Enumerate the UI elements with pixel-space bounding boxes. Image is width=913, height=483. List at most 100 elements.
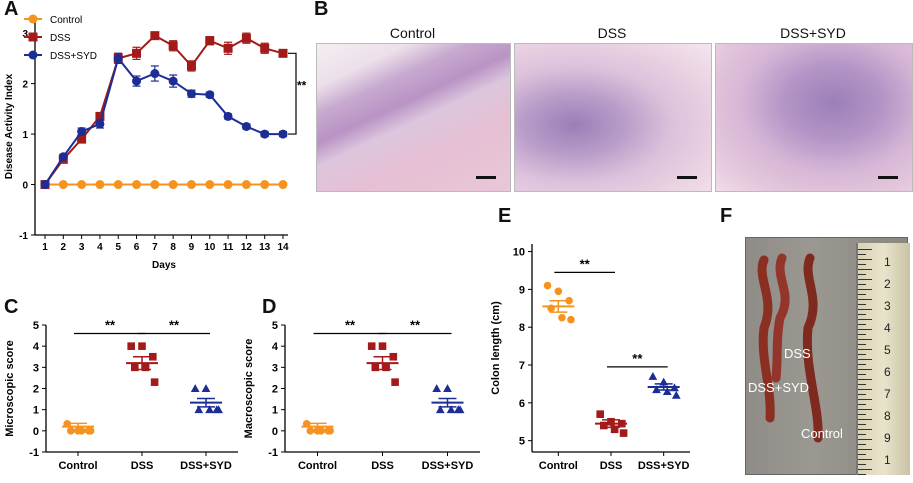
ruler-tick [858, 449, 872, 450]
ruler-number: 9 [884, 431, 891, 445]
data-point [77, 180, 87, 190]
significance-marker: ** [169, 317, 180, 332]
ruler-tick [858, 429, 872, 430]
x-tick-label: DSS [371, 460, 394, 472]
x-tick-label: 2 [61, 242, 67, 253]
y-tick-label: 9 [519, 284, 525, 296]
ruler-tick [858, 469, 872, 470]
data-point [205, 405, 214, 414]
ruler-number: 1 [884, 453, 891, 467]
y-tick-label: 4 [272, 341, 279, 353]
data-point [306, 427, 315, 435]
ruler-tick [858, 384, 866, 385]
x-tick-label: Control [58, 460, 97, 472]
histology-title-dss-syd: DSS+SYD [780, 25, 846, 41]
data-point [150, 180, 160, 190]
ruler-tick [858, 394, 866, 395]
photo-label-dss: DSS [784, 346, 811, 361]
x-tick-label: DSS [131, 460, 154, 472]
data-point [596, 410, 604, 418]
x-tick-label: 1 [42, 242, 48, 253]
ruler-tick [858, 254, 866, 255]
data-point [86, 427, 95, 435]
y-tick-label: -1 [268, 447, 278, 459]
data-point [378, 342, 387, 350]
ruler-tick [858, 364, 866, 365]
ruler-tick [858, 319, 872, 320]
y-tick-label: 0 [33, 426, 39, 438]
ruler-tick [858, 349, 872, 350]
data-point [149, 352, 157, 361]
data-point [132, 76, 142, 86]
data-point [205, 90, 215, 100]
ruler-tick [858, 264, 866, 265]
data-point [186, 61, 196, 71]
ruler-tick [858, 414, 866, 415]
data-point [168, 41, 178, 51]
data-point [558, 313, 566, 322]
data-point [278, 129, 288, 139]
data-point [671, 390, 681, 399]
ruler-number: 8 [884, 409, 891, 423]
data-point [241, 33, 251, 43]
data-point [435, 405, 445, 414]
ruler-tick [858, 374, 866, 375]
ruler-tick [858, 399, 872, 400]
data-point [619, 429, 628, 437]
ruler-tick [858, 419, 872, 420]
ruler-tick [858, 324, 866, 325]
significance-marker: ** [297, 79, 307, 93]
data-point [190, 384, 200, 392]
data-point [446, 405, 456, 414]
data-point [317, 427, 325, 435]
series-line-dss-syd [44, 56, 283, 186]
data-point [443, 384, 452, 392]
ruler-tick [858, 474, 866, 475]
ruler-tick [858, 339, 872, 340]
ruler-tick [858, 464, 866, 465]
y-tick-label: 1 [272, 405, 278, 417]
scale-bar [878, 176, 898, 179]
y-axis-label: Macroscopic score [243, 339, 255, 439]
photo-label-control: Control [801, 426, 843, 441]
y-tick-label: 0 [22, 181, 28, 192]
data-point [95, 180, 105, 190]
data-point [391, 378, 399, 386]
ruler-tick [858, 409, 872, 410]
histology-image-dss [514, 43, 712, 192]
data-point [652, 385, 661, 394]
y-tick-label: 10 [513, 247, 525, 259]
y-tick-label: 8 [519, 322, 525, 334]
data-point [138, 342, 146, 350]
ruler-tick [858, 404, 866, 405]
x-tick-label: Control [539, 460, 578, 472]
x-tick-label: Control [298, 460, 337, 472]
ruler-tick [858, 379, 872, 380]
significance-bracket [288, 52, 297, 135]
legend-label: Control [50, 15, 82, 26]
y-tick-label: 3 [272, 362, 278, 374]
y-tick-label: -1 [29, 447, 39, 459]
panel-label-d: D [262, 296, 277, 318]
ruler-tick [858, 249, 872, 250]
ruler-tick [858, 359, 872, 360]
ruler: 1 2 3 4 5 6 7 8 9 1 [856, 243, 910, 475]
ruler-number: 1 [884, 255, 891, 269]
y-tick-label: 3 [22, 29, 28, 40]
x-tick-label: 11 [223, 242, 234, 253]
data-point [648, 371, 658, 380]
data-point [223, 111, 233, 121]
ruler-tick [858, 369, 872, 370]
data-point [58, 180, 68, 190]
y-tick-label: 2 [33, 384, 39, 396]
data-point [367, 342, 376, 350]
x-tick-label: 14 [277, 242, 289, 253]
y-tick-label: 2 [22, 80, 28, 91]
ruler-tick [858, 269, 872, 270]
data-point [389, 352, 398, 361]
data-point [77, 427, 86, 435]
ruler-tick [858, 304, 866, 305]
ruler-tick [858, 259, 872, 260]
y-tick-label: 1 [33, 405, 39, 417]
